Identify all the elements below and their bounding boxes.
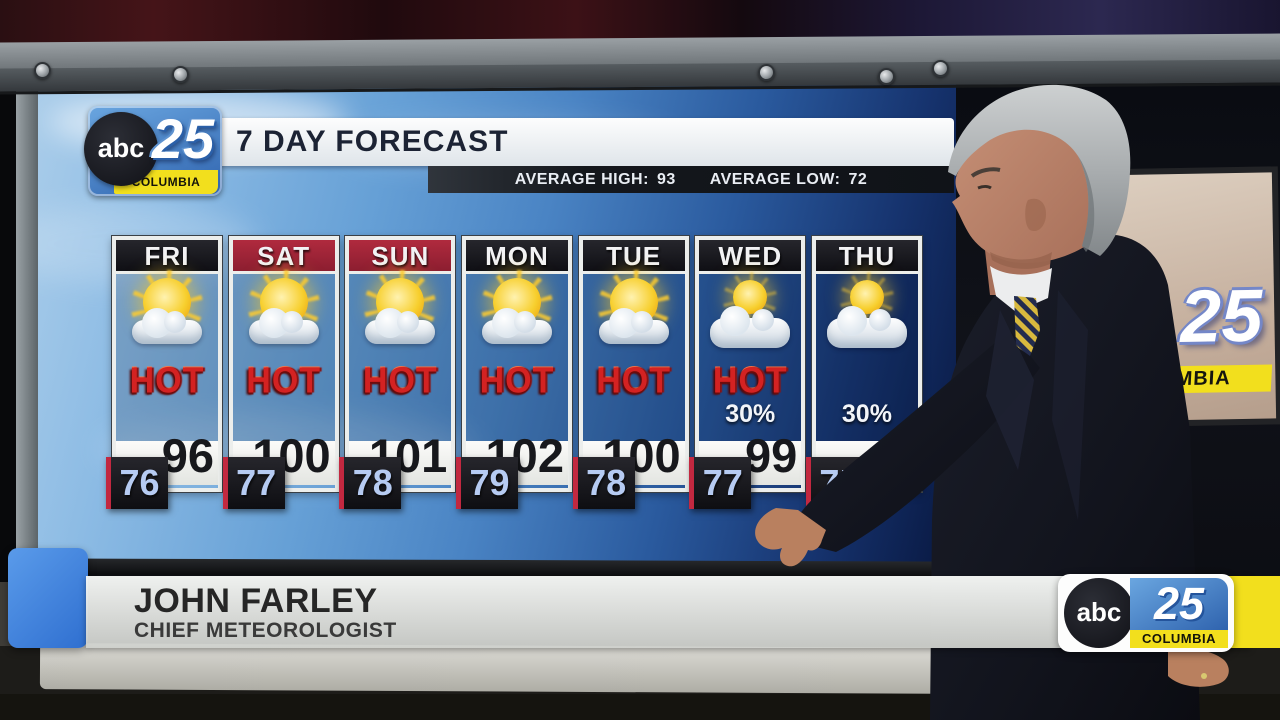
presenter-title: CHIEF METEOROLOGIST	[134, 618, 397, 642]
abc-network-icon: abc	[1064, 578, 1134, 648]
day-panel-mon: MON HOT 102 79	[455, 235, 573, 509]
station-logo-bug: abc 25 COLUMBIA	[1058, 574, 1234, 652]
day-label: WED	[718, 241, 783, 271]
condition-text: HOT	[712, 361, 788, 401]
day-label: SUN	[371, 241, 430, 271]
day-body: HOT 30% 99 77	[689, 272, 802, 509]
monitor-left-bezel	[0, 78, 16, 586]
day-label: MON	[485, 241, 549, 271]
weather-icon	[357, 270, 443, 358]
low-temp: 78	[586, 462, 627, 503]
low-temp: 79	[469, 462, 510, 503]
day-header: SUN	[349, 240, 452, 274]
low-temp: 77	[236, 462, 277, 503]
low-temp-box: 76	[106, 457, 168, 509]
low-temp-box: 79	[455, 457, 518, 509]
average-low-label: AVERAGE LOW:	[709, 170, 841, 188]
weather-icon	[591, 270, 677, 358]
low-temp: 77	[702, 462, 743, 503]
weather-icon	[241, 270, 327, 358]
cloud-icon	[481, 308, 552, 344]
cloud-icon	[365, 308, 436, 344]
lower-third-banner: JOHN FARLEY CHIEF METEOROLOGIST	[86, 576, 1250, 648]
cloud-icon	[598, 308, 669, 344]
lower-third-accent	[8, 548, 88, 648]
day-body: HOT 100 78	[572, 270, 685, 509]
seven-day-forecast: FRI HOT 96 76 SAT HOT 100 77 SUN	[106, 235, 923, 509]
low-temp-box: 77	[222, 457, 285, 509]
low-temp-box: 78	[339, 457, 402, 509]
average-high-value: 93	[656, 170, 676, 188]
condition-text: HOT	[479, 361, 555, 401]
day-panel-tue: TUE HOT 100 78	[572, 235, 690, 509]
day-body: HOT 102 79	[455, 270, 568, 509]
day-header: TUE	[582, 240, 685, 274]
condition-text: HOT	[596, 361, 672, 401]
day-label: THU	[838, 241, 896, 271]
low-temp-box: 78	[572, 457, 635, 509]
average-temps-bar: AVERAGE HIGH: 93 AVERAGE LOW: 72	[428, 166, 954, 193]
presenter-name: JOHN FARLEY	[134, 581, 378, 620]
day-header: WED	[699, 240, 802, 274]
day-panel-fri: FRI HOT 96 76	[106, 235, 223, 509]
bolt-icon	[172, 66, 189, 83]
day-body: HOT 100 77	[222, 270, 335, 509]
weather-icon	[124, 270, 210, 358]
bolt-icon	[878, 68, 895, 85]
cloud-icon	[248, 308, 319, 344]
day-panel-wed: WED HOT 30% 99 77	[689, 235, 807, 509]
condition-text: HOT	[246, 361, 322, 401]
bolt-icon	[932, 60, 949, 77]
condition-text: HOT	[362, 361, 438, 401]
day-header: SAT	[232, 240, 335, 274]
logo-market-band: COLUMBIA	[1130, 630, 1228, 648]
day-header: MON	[465, 240, 568, 274]
bolt-icon	[758, 64, 775, 81]
channel-number: 25	[1130, 578, 1228, 630]
day-panel-sat: SAT HOT 100 77	[222, 235, 340, 509]
condition-text: HOT	[129, 361, 205, 401]
cloud-icon	[826, 306, 907, 348]
day-header: THU	[815, 240, 918, 274]
weather-icon	[824, 270, 910, 358]
day-label: TUE	[606, 241, 662, 271]
day-header: FRI	[116, 240, 218, 274]
weather-icon	[474, 270, 560, 358]
low-temp-box: 77	[689, 457, 752, 509]
day-panel-sun: SUN HOT 101 78	[339, 235, 457, 509]
page-title: 7 DAY FORECAST	[218, 118, 954, 166]
precip-chance: 30%	[841, 400, 892, 428]
bolt-icon	[34, 62, 51, 79]
abc-network-icon: abc	[84, 112, 158, 186]
day-label: SAT	[257, 241, 311, 271]
low-temp: 78	[352, 462, 393, 503]
day-body: HOT 101 78	[339, 270, 452, 509]
precip-chance: 30%	[725, 400, 776, 428]
average-high-label: AVERAGE HIGH:	[514, 170, 649, 188]
weather-icon	[707, 270, 793, 358]
day-label: FRI	[144, 241, 190, 271]
day-body: HOT 96 76	[106, 270, 218, 509]
monitor-left-frame	[16, 78, 38, 586]
low-temp: 76	[119, 462, 160, 503]
cloud-icon	[710, 306, 791, 348]
high-temp: 99	[745, 429, 798, 482]
average-low-value: 72	[848, 170, 868, 188]
station-logo: COLUMBIA abc 25	[84, 106, 222, 196]
cloud-icon	[132, 308, 202, 344]
high-temp: 96	[161, 429, 214, 482]
channel-number: 25	[151, 107, 215, 170]
